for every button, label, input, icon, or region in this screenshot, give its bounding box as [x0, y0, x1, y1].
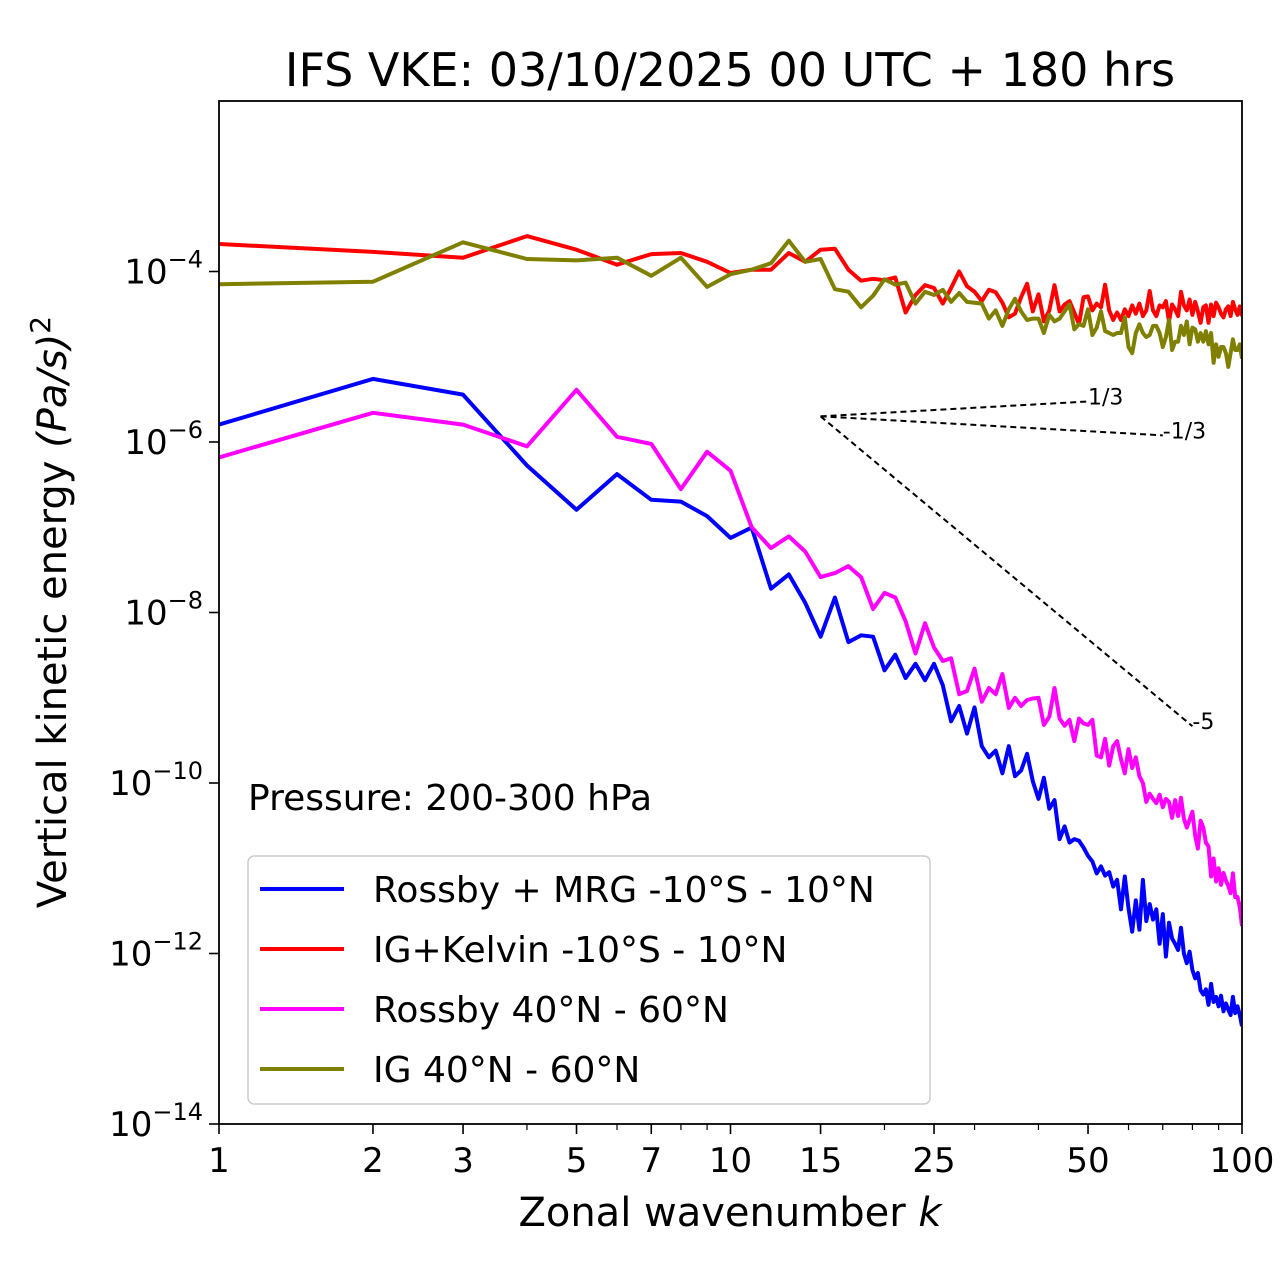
legend-items: Rossby + MRG -10°S - 10°N IG+Kelvin -10°S…: [260, 870, 875, 1091]
y-tick-label: 10−12: [109, 928, 203, 975]
x-tick-label: 2: [362, 1141, 384, 1181]
reference-line: [820, 400, 1089, 418]
y-tick-exp: −10: [152, 757, 203, 785]
x-axis-label-var: k: [918, 1190, 943, 1236]
legend-label: Rossby 40°N - 60°N: [373, 990, 729, 1031]
y-axis-label-sup: 2: [24, 316, 57, 334]
x-axis-label: Zonal wavenumber k: [518, 1190, 943, 1236]
y-tick-base: 10: [109, 1105, 152, 1145]
x-tick-label: 1: [208, 1141, 230, 1181]
y-tick-base: 10: [109, 764, 152, 804]
series-lines: [219, 234, 1242, 1027]
y-tick-label: 10−14: [109, 1098, 203, 1145]
series-line: [219, 376, 1242, 1027]
y-axis-label: Vertical kinetic energy (Pa/s)2: [24, 316, 76, 908]
x-axis-label-text: Zonal wavenumber: [518, 1190, 918, 1236]
reference-line-label: -1/3: [1163, 419, 1206, 444]
legend-label: IG 40°N - 60°N: [373, 1050, 640, 1091]
legend-label: IG+Kelvin -10°S - 10°N: [373, 930, 787, 971]
pressure-annotation: Pressure: 200-300 hPa: [248, 778, 652, 819]
chart-title: IFS VKE: 03/10/2025 00 UTC + 180 hrs: [285, 43, 1175, 97]
series-line: [219, 387, 1242, 927]
legend: Rossby + MRG -10°S - 10°N IG+Kelvin -10°S…: [247, 855, 931, 1105]
y-axis-label-text: Vertical kinetic energy: [30, 448, 76, 908]
y-tick-base: 10: [124, 594, 167, 634]
y-tick-base: 10: [124, 253, 167, 293]
reference-lines: 1/3 -1/3 -5: [819, 385, 1214, 735]
y-axis-label-unit: (Pa/s): [30, 334, 76, 448]
legend-label: Rossby + MRG -10°S - 10°N: [373, 870, 875, 911]
reference-line-label: -5: [1192, 710, 1214, 735]
y-tick-label: 10−6: [124, 416, 203, 463]
x-tick-label: 25: [912, 1141, 955, 1181]
y-tick-base: 10: [109, 935, 152, 975]
y-tick-exp: −4: [168, 246, 203, 274]
reference-line-label: 1/3: [1088, 385, 1123, 410]
reference-line: [820, 415, 1163, 437]
y-tick-exp: −6: [168, 416, 203, 444]
legend-box: [247, 855, 931, 1105]
series-line: [219, 234, 1242, 327]
series-line: [219, 238, 1242, 369]
x-tick-label: 5: [566, 1141, 588, 1181]
reference-line: [819, 415, 1194, 727]
x-tick-label: 100: [1210, 1141, 1275, 1181]
y-tick-label: 10−8: [124, 587, 203, 634]
y-tick-label: 10−10: [109, 757, 203, 804]
x-axis: 1 2 3 5 7 10 15 25 50 100: [208, 1124, 1274, 1181]
y-tick-exp: −12: [152, 928, 203, 956]
y-tick-exp: −8: [168, 587, 203, 615]
y-tick-exp: −14: [152, 1098, 203, 1126]
x-tick-label: 7: [640, 1141, 662, 1181]
x-tick-label: 3: [452, 1141, 474, 1181]
x-tick-label: 50: [1066, 1141, 1109, 1181]
y-tick-base: 10: [124, 423, 167, 463]
x-tick-label: 15: [799, 1141, 842, 1181]
y-tick-label: 10−4: [124, 246, 203, 293]
x-tick-label: 10: [709, 1141, 752, 1181]
